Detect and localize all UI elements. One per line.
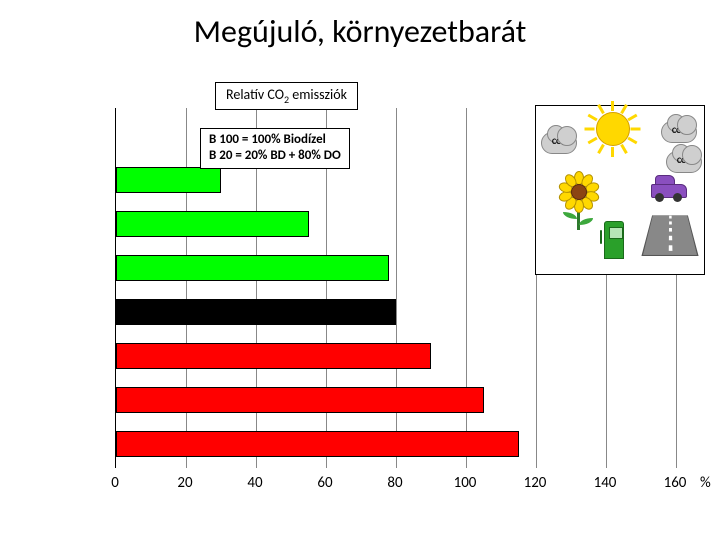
x-tick-label: 80 [387, 474, 402, 492]
cloud-icon: CO₂ [661, 121, 697, 143]
cloud-label: CO₂ [672, 126, 684, 136]
note-line-1: B 100 = 100% Biodízel [209, 132, 341, 148]
bar [116, 431, 519, 457]
x-tick-label: 140 [594, 474, 617, 492]
gridline [186, 108, 187, 468]
note-box: B 100 = 100% Biodízel B 20 = 20% BD + 80… [200, 128, 350, 169]
x-tick-label: 20 [177, 474, 192, 492]
x-tick-label: 40 [247, 474, 262, 492]
cloud-label: CO₂ [552, 137, 564, 147]
cloud-icon: CO₂ [666, 151, 702, 173]
note-line-2: B 20 = 20% BD + 80% DO [209, 148, 341, 164]
sun-icon [596, 112, 630, 146]
bar [116, 255, 389, 281]
subtitle-box: Relatív CO2 emissziók [215, 82, 358, 110]
gridline [466, 108, 467, 468]
x-tick-label: 120 [524, 474, 547, 492]
bar [116, 211, 309, 237]
bar [116, 343, 431, 369]
x-tick-label: 60 [317, 474, 332, 492]
flower-icon [571, 184, 587, 200]
cloud-icon: CO₂ [541, 132, 577, 154]
x-tick-label: 100 [454, 474, 477, 492]
subtitle-text: Relatív CO2 emissziók [226, 86, 347, 103]
fuel-pump-icon [604, 221, 624, 259]
x-tick-label: 160 [664, 474, 687, 492]
cloud-label: CO₂ [677, 156, 689, 166]
gridline [396, 108, 397, 468]
x-unit-label: % [700, 474, 711, 492]
bar [116, 387, 484, 413]
bar [116, 299, 396, 325]
lifecycle-illustration: CO₂ CO₂ CO₂ [535, 105, 705, 275]
bar [116, 167, 221, 193]
car-icon [651, 184, 687, 198]
page-title: Megújuló, környezetbarát [0, 0, 720, 51]
x-tick-label: 0 [111, 474, 119, 492]
road-icon [641, 215, 698, 256]
